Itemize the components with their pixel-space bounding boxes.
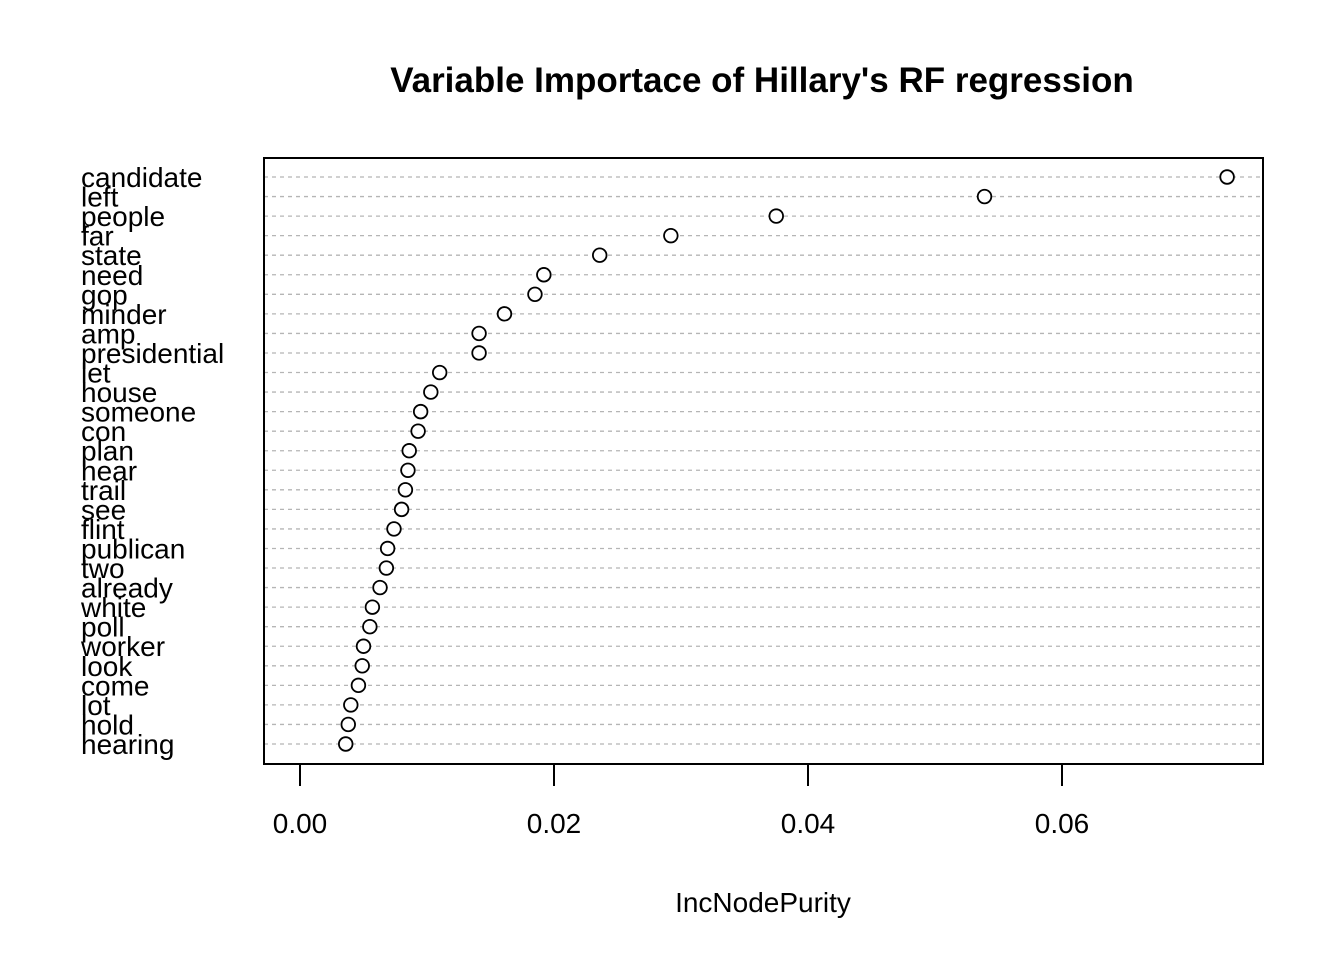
data-point bbox=[663, 227, 679, 244]
data-point bbox=[354, 658, 370, 674]
data-point bbox=[343, 697, 359, 713]
data-point bbox=[350, 677, 367, 694]
variable-labels: candidateleftpeoplefarstateneedgopminder… bbox=[80, 162, 224, 760]
x-tick-label: 0.00 bbox=[273, 808, 328, 839]
variable-label: minder bbox=[81, 299, 167, 330]
data-point bbox=[527, 286, 543, 303]
data-point bbox=[432, 364, 448, 381]
data-point bbox=[592, 247, 608, 263]
variable-label: trail bbox=[81, 475, 126, 506]
data-point bbox=[412, 403, 429, 420]
variable-label: see bbox=[81, 494, 126, 525]
variable-label: gop bbox=[81, 279, 128, 310]
x-tick-label: 0.02 bbox=[527, 808, 582, 839]
variable-label: publican bbox=[81, 533, 185, 564]
data-point bbox=[364, 599, 381, 615]
data-point bbox=[338, 736, 354, 752]
data-point bbox=[386, 521, 402, 537]
variable-label: far bbox=[81, 221, 114, 252]
x-axis: 0.00 0.02 0.04 0.06 bbox=[273, 763, 1090, 839]
data-point bbox=[393, 501, 410, 518]
data-point bbox=[378, 560, 395, 576]
data-point bbox=[536, 267, 552, 283]
data-point bbox=[355, 638, 372, 654]
grid-lines bbox=[264, 176, 1263, 745]
data-point bbox=[372, 579, 388, 596]
variable-label: house bbox=[81, 377, 157, 408]
variable-label: candidate bbox=[81, 162, 202, 193]
variable-label: come bbox=[81, 670, 149, 701]
data-point bbox=[471, 345, 487, 361]
variable-label: let bbox=[81, 358, 111, 389]
data-point bbox=[379, 540, 396, 557]
variable-label: plan bbox=[81, 436, 134, 467]
data-point bbox=[976, 188, 993, 205]
data-point bbox=[1219, 169, 1235, 185]
variable-label: hearing bbox=[81, 729, 174, 760]
plot-frame bbox=[263, 157, 1264, 765]
data-point bbox=[401, 443, 417, 459]
data-point bbox=[362, 618, 378, 635]
data-point bbox=[496, 306, 513, 322]
x-axis-label: IncNodePurity bbox=[675, 887, 851, 918]
variable-label: state bbox=[81, 240, 142, 271]
data-point bbox=[410, 423, 426, 439]
variable-label: lot bbox=[81, 690, 111, 721]
variable-label: poll bbox=[81, 612, 125, 643]
variable-label: con bbox=[81, 416, 126, 447]
data-point bbox=[423, 384, 439, 400]
data-point bbox=[397, 482, 414, 498]
variable-label: need bbox=[81, 260, 143, 291]
chart-title: Variable Importace of Hillary's RF regre… bbox=[390, 61, 1134, 100]
variable-label: two bbox=[81, 553, 125, 584]
data-point bbox=[340, 716, 356, 733]
variable-label: left bbox=[81, 182, 119, 213]
data-points bbox=[338, 169, 1235, 752]
variable-label: hear bbox=[81, 455, 137, 486]
x-tick-label: 0.04 bbox=[781, 808, 836, 839]
data-point bbox=[471, 325, 487, 342]
variable-label: presidential bbox=[81, 338, 224, 369]
data-point bbox=[768, 208, 784, 224]
variable-label: look bbox=[81, 651, 133, 682]
variable-label: white bbox=[80, 592, 146, 623]
data-point bbox=[400, 462, 416, 478]
variable-label: people bbox=[81, 201, 165, 232]
variable-label: worker bbox=[80, 631, 165, 662]
variable-label: hold bbox=[81, 709, 134, 740]
variable-label: someone bbox=[81, 397, 196, 428]
variable-label: already bbox=[81, 573, 173, 604]
variable-label: flint bbox=[81, 514, 125, 545]
variable-label: amp bbox=[81, 318, 135, 349]
x-tick-label: 0.06 bbox=[1035, 808, 1090, 839]
